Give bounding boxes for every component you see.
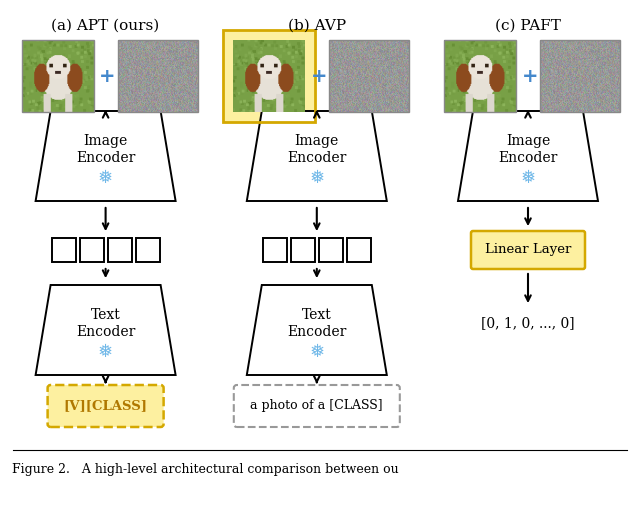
- Text: (b) AVP: (b) AVP: [288, 19, 346, 33]
- Bar: [444, 40, 516, 112]
- Bar: [263, 238, 287, 262]
- Text: Figure 2.   A high-level architectural comparison between ou: Figure 2. A high-level architectural com…: [12, 464, 399, 477]
- Text: +: +: [522, 66, 538, 85]
- Bar: [329, 40, 409, 112]
- Bar: [108, 238, 132, 262]
- Text: Encoder: Encoder: [76, 325, 135, 339]
- Text: [V][CLASS]: [V][CLASS]: [63, 399, 148, 412]
- Text: (a) APT (ours): (a) APT (ours): [51, 19, 160, 33]
- Polygon shape: [458, 111, 598, 201]
- Text: Image: Image: [506, 134, 550, 148]
- Text: [0, 1, 0, ..., 0]: [0, 1, 0, ..., 0]: [481, 316, 575, 330]
- Bar: [223, 30, 315, 122]
- Bar: [347, 238, 371, 262]
- Text: ❅: ❅: [98, 343, 113, 361]
- Text: ❅: ❅: [309, 343, 324, 361]
- Text: Text: Text: [302, 308, 332, 322]
- FancyBboxPatch shape: [47, 385, 164, 427]
- Text: Encoder: Encoder: [499, 151, 557, 165]
- FancyBboxPatch shape: [234, 385, 400, 427]
- Text: Linear Layer: Linear Layer: [485, 243, 571, 256]
- Bar: [319, 238, 343, 262]
- Polygon shape: [247, 111, 387, 201]
- Text: Encoder: Encoder: [287, 151, 346, 165]
- Text: ❅: ❅: [309, 169, 324, 187]
- Bar: [79, 238, 104, 262]
- Polygon shape: [36, 285, 175, 375]
- Polygon shape: [247, 285, 387, 375]
- Text: +: +: [310, 66, 327, 85]
- Bar: [52, 238, 76, 262]
- FancyBboxPatch shape: [223, 30, 315, 122]
- Text: Image: Image: [294, 134, 339, 148]
- Bar: [136, 238, 159, 262]
- Text: Encoder: Encoder: [287, 325, 346, 339]
- Text: ❅: ❅: [98, 169, 113, 187]
- Text: Encoder: Encoder: [76, 151, 135, 165]
- Text: Text: Text: [91, 308, 120, 322]
- FancyBboxPatch shape: [471, 231, 585, 269]
- Text: +: +: [99, 66, 116, 85]
- Bar: [22, 40, 93, 112]
- Text: ❅: ❅: [520, 169, 536, 187]
- Bar: [540, 40, 620, 112]
- Bar: [291, 238, 315, 262]
- Text: (c) PAFT: (c) PAFT: [495, 19, 561, 33]
- Bar: [118, 40, 198, 112]
- Polygon shape: [36, 111, 175, 201]
- Text: Image: Image: [83, 134, 128, 148]
- Text: a photo of a [CLASS]: a photo of a [CLASS]: [250, 399, 383, 412]
